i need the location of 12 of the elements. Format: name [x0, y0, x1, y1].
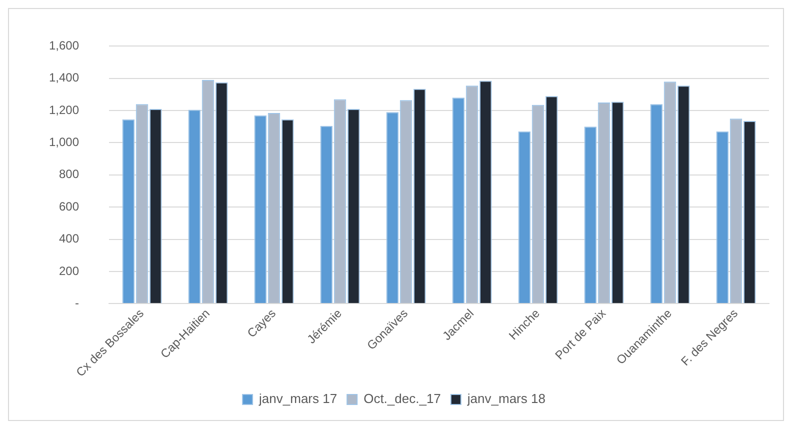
y-tick-label: 800 — [59, 167, 80, 182]
y-tick-label: 1,600 — [49, 38, 80, 53]
y-tick-label: 400 — [59, 232, 80, 246]
y-tick-label: 1,200 — [49, 102, 80, 117]
legend-label: janv_mars 17 — [258, 391, 338, 406]
y-tick-label: 200 — [59, 264, 80, 278]
legend-label: Oct._dec._17 — [364, 391, 441, 406]
y-tick-label: 1,400 — [49, 70, 80, 85]
y-tick-label: 600 — [59, 199, 80, 214]
y-tick-label: 1,000 — [49, 135, 80, 150]
legend-label: janv_mars 18 — [466, 391, 546, 406]
y-tick-label: - — [75, 296, 80, 310]
